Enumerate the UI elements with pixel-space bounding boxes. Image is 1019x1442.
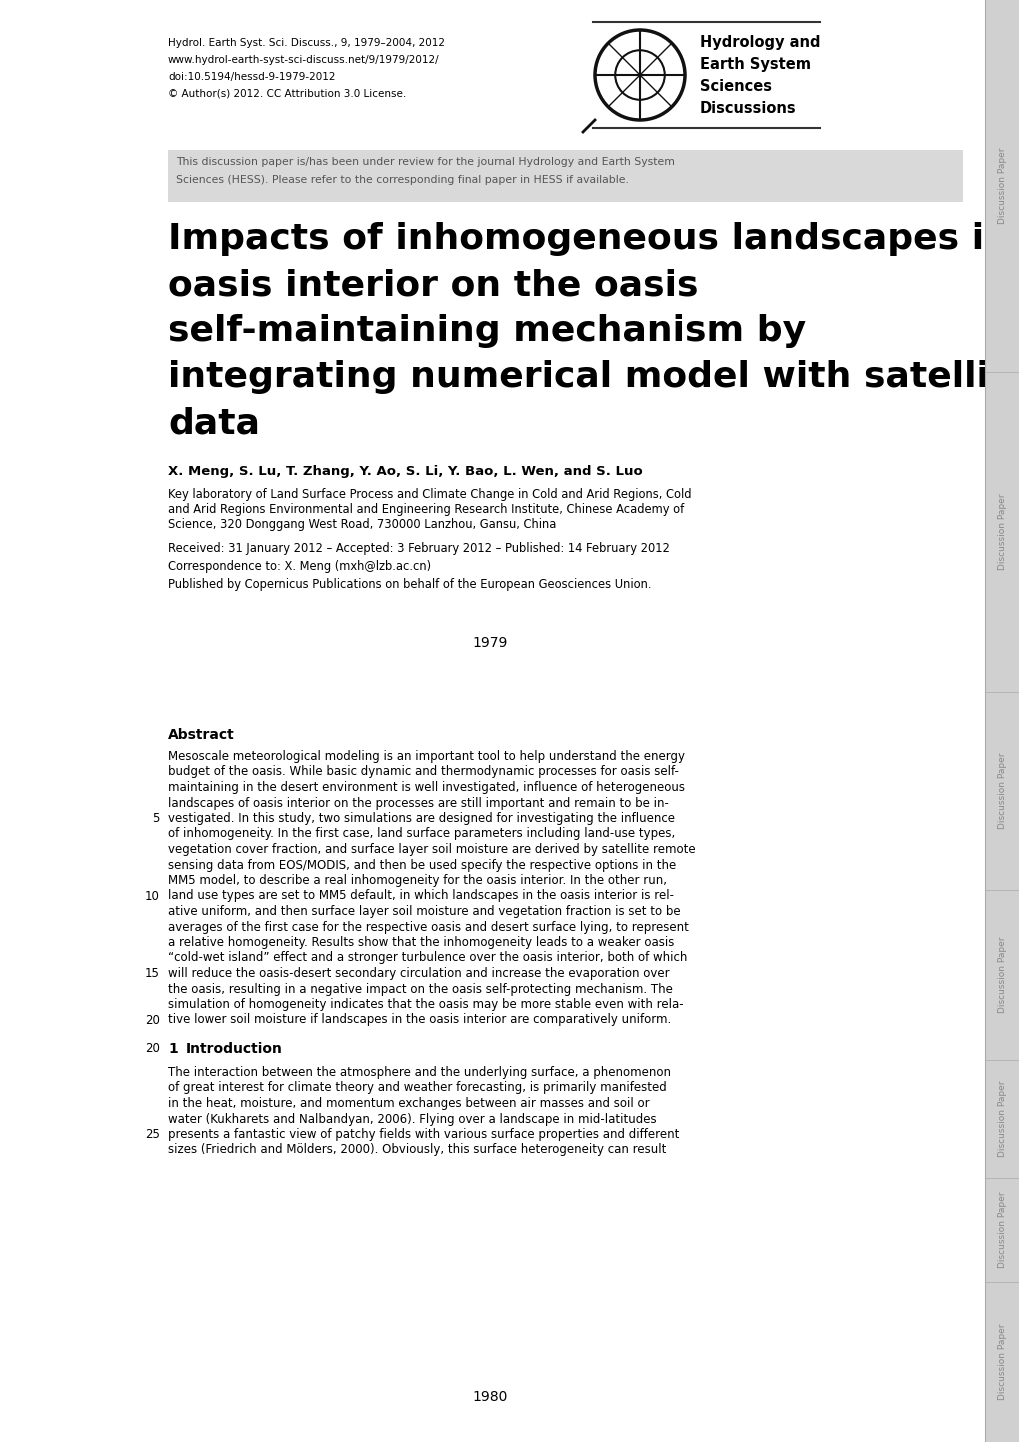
Text: Abstract: Abstract xyxy=(168,728,234,743)
Text: 15: 15 xyxy=(145,968,160,981)
Text: 1: 1 xyxy=(168,1043,177,1056)
Text: This discussion paper is/has been under review for the journal Hydrology and Ear: This discussion paper is/has been under … xyxy=(176,157,675,167)
Text: 1979: 1979 xyxy=(472,636,507,650)
Text: Received: 31 January 2012 – Accepted: 3 February 2012 – Published: 14 February 2: Received: 31 January 2012 – Accepted: 3 … xyxy=(168,542,669,555)
Text: landscapes of oasis interior on the processes are still important and remain to : landscapes of oasis interior on the proc… xyxy=(168,796,668,809)
Text: the oasis, resulting in a negative impact on the oasis self-protecting mechanism: the oasis, resulting in a negative impac… xyxy=(168,982,673,995)
Text: 1980: 1980 xyxy=(472,1390,507,1405)
Text: Discussion Paper: Discussion Paper xyxy=(997,1191,1006,1269)
Text: Published by Copernicus Publications on behalf of the European Geosciences Union: Published by Copernicus Publications on … xyxy=(168,578,651,591)
Text: averages of the first case for the respective oasis and desert surface lying, to: averages of the first case for the respe… xyxy=(168,920,688,933)
Text: “cold-wet island” effect and a stronger turbulence over the oasis interior, both: “cold-wet island” effect and a stronger … xyxy=(168,952,687,965)
Text: Introduction: Introduction xyxy=(185,1043,282,1056)
Text: integrating numerical model with satellite: integrating numerical model with satelli… xyxy=(168,360,1019,394)
Text: sizes (Friedrich and Mölders, 2000). Obviously, this surface heterogeneity can r: sizes (Friedrich and Mölders, 2000). Obv… xyxy=(168,1144,665,1156)
Text: X. Meng, S. Lu, T. Zhang, Y. Ao, S. Li, Y. Bao, L. Wen, and S. Luo: X. Meng, S. Lu, T. Zhang, Y. Ao, S. Li, … xyxy=(168,464,642,477)
Text: Impacts of inhomogeneous landscapes in: Impacts of inhomogeneous landscapes in xyxy=(168,222,1009,257)
Text: Key laboratory of Land Surface Process and Climate Change in Cold and Arid Regio: Key laboratory of Land Surface Process a… xyxy=(168,487,691,500)
Text: Correspondence to: X. Meng (mxh@lzb.ac.cn): Correspondence to: X. Meng (mxh@lzb.ac.c… xyxy=(168,559,431,572)
Text: in the heat, moisture, and momentum exchanges between air masses and soil or: in the heat, moisture, and momentum exch… xyxy=(168,1097,649,1110)
Text: Discussion Paper: Discussion Paper xyxy=(997,147,1006,225)
Text: and Arid Regions Environmental and Engineering Research Institute, Chinese Acade: and Arid Regions Environmental and Engin… xyxy=(168,503,684,516)
Text: of great interest for climate theory and weather forecasting, is primarily manif: of great interest for climate theory and… xyxy=(168,1082,666,1094)
Text: www.hydrol-earth-syst-sci-discuss.net/9/1979/2012/: www.hydrol-earth-syst-sci-discuss.net/9/… xyxy=(168,55,439,65)
Text: Discussions: Discussions xyxy=(699,101,796,115)
Text: land use types are set to MM5 default, in which landscapes in the oasis interior: land use types are set to MM5 default, i… xyxy=(168,890,674,903)
Text: self-maintaining mechanism by: self-maintaining mechanism by xyxy=(168,314,805,348)
Text: 20: 20 xyxy=(145,1014,160,1027)
Text: © Author(s) 2012. CC Attribution 3.0 License.: © Author(s) 2012. CC Attribution 3.0 Lic… xyxy=(168,89,406,99)
Bar xyxy=(168,150,962,202)
Text: vegetation cover fraction, and surface layer soil moisture are derived by satell: vegetation cover fraction, and surface l… xyxy=(168,844,695,857)
Text: simulation of homogeneity indicates that the oasis may be more stable even with : simulation of homogeneity indicates that… xyxy=(168,998,683,1011)
Text: tive lower soil moisture if landscapes in the oasis interior are comparatively u: tive lower soil moisture if landscapes i… xyxy=(168,1014,671,1027)
Text: 25: 25 xyxy=(145,1128,160,1141)
Text: presents a fantastic view of patchy fields with various surface properties and d: presents a fantastic view of patchy fiel… xyxy=(168,1128,679,1141)
Text: 20: 20 xyxy=(145,1043,160,1056)
Text: sensing data from EOS/MODIS, and then be used specify the respective options in : sensing data from EOS/MODIS, and then be… xyxy=(168,858,676,871)
Text: MM5 model, to describe a real inhomogeneity for the oasis interior. In the other: MM5 model, to describe a real inhomogene… xyxy=(168,874,666,887)
Text: vestigated. In this study, two simulations are designed for investigating the in: vestigated. In this study, two simulatio… xyxy=(168,812,675,825)
Text: Discussion Paper: Discussion Paper xyxy=(997,1324,1006,1400)
Text: Discussion Paper: Discussion Paper xyxy=(997,1080,1006,1158)
Text: Discussion Paper: Discussion Paper xyxy=(997,493,1006,570)
Text: data: data xyxy=(168,407,260,440)
Text: a relative homogeneity. Results show that the inhomogeneity leads to a weaker oa: a relative homogeneity. Results show tha… xyxy=(168,936,674,949)
Text: of inhomogeneity. In the first case, land surface parameters including land-use : of inhomogeneity. In the first case, lan… xyxy=(168,828,675,841)
Bar xyxy=(984,0,1019,1442)
Text: Sciences: Sciences xyxy=(699,79,771,94)
Text: Science, 320 Donggang West Road, 730000 Lanzhou, Gansu, China: Science, 320 Donggang West Road, 730000 … xyxy=(168,518,555,531)
Text: will reduce the oasis-desert secondary circulation and increase the evaporation : will reduce the oasis-desert secondary c… xyxy=(168,968,668,981)
Text: 5: 5 xyxy=(153,812,160,825)
Text: 10: 10 xyxy=(145,890,160,903)
Text: maintaining in the desert environment is well investigated, influence of heterog: maintaining in the desert environment is… xyxy=(168,782,685,795)
Text: The interaction between the atmosphere and the underlying surface, a phenomenon: The interaction between the atmosphere a… xyxy=(168,1066,671,1079)
Text: Discussion Paper: Discussion Paper xyxy=(997,937,1006,1014)
Text: doi:10.5194/hessd-9-1979-2012: doi:10.5194/hessd-9-1979-2012 xyxy=(168,72,335,82)
Text: Earth System: Earth System xyxy=(699,58,810,72)
Text: oasis interior on the oasis: oasis interior on the oasis xyxy=(168,268,698,301)
Text: budget of the oasis. While basic dynamic and thermodynamic processes for oasis s: budget of the oasis. While basic dynamic… xyxy=(168,766,679,779)
Text: Sciences (HESS). Please refer to the corresponding final paper in HESS if availa: Sciences (HESS). Please refer to the cor… xyxy=(176,174,629,185)
Text: Mesoscale meteorological modeling is an important tool to help understand the en: Mesoscale meteorological modeling is an … xyxy=(168,750,685,763)
Text: ative uniform, and then surface layer soil moisture and vegetation fraction is s: ative uniform, and then surface layer so… xyxy=(168,906,680,919)
Text: Discussion Paper: Discussion Paper xyxy=(997,753,1006,829)
Text: Hydrology and: Hydrology and xyxy=(699,35,819,50)
Text: water (Kukharets and Nalbandyan, 2006). Flying over a landscape in mid-latitudes: water (Kukharets and Nalbandyan, 2006). … xyxy=(168,1112,656,1126)
Text: Hydrol. Earth Syst. Sci. Discuss., 9, 1979–2004, 2012: Hydrol. Earth Syst. Sci. Discuss., 9, 19… xyxy=(168,37,444,48)
